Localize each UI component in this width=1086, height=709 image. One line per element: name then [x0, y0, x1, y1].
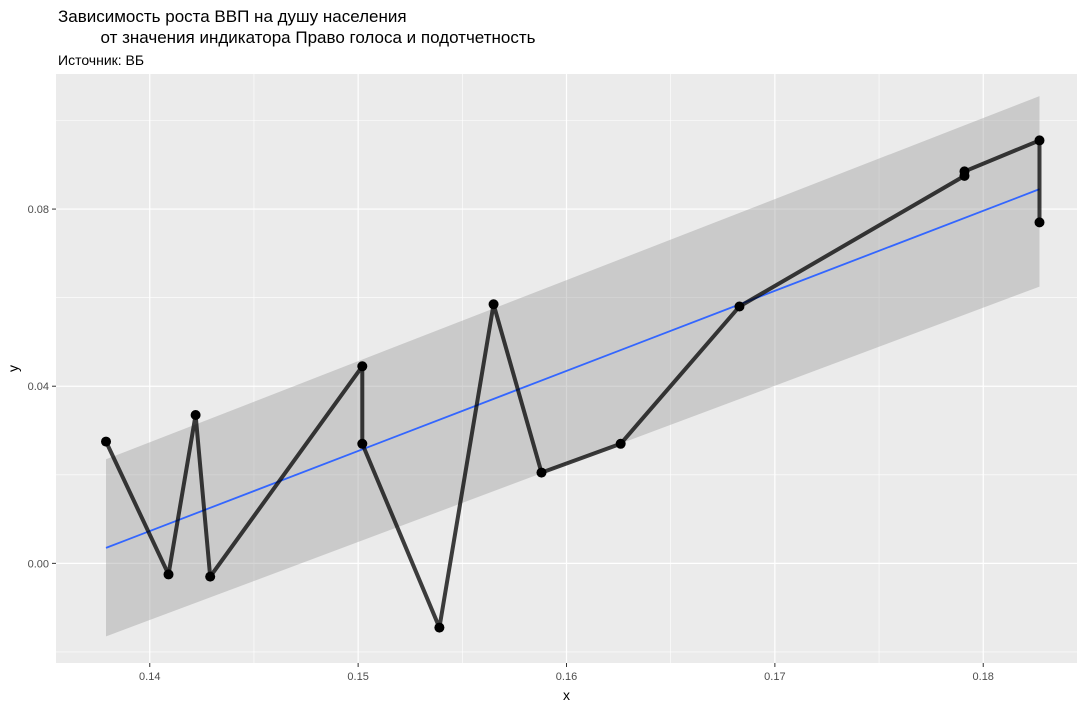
data-point — [101, 436, 112, 447]
data-point — [190, 410, 201, 420]
y-tick-label: 0.00 — [28, 558, 49, 570]
data-point — [357, 438, 368, 449]
y-axis-title: y — [5, 365, 21, 372]
y-tick-label: 0.08 — [28, 204, 49, 216]
data-point — [357, 361, 368, 372]
chart-subtitle: Источник: ВБ — [58, 52, 145, 68]
chart-title-block: Зависимость роста ВВП на душу населения … — [58, 6, 535, 68]
x-tick-label: 0.15 — [347, 671, 368, 683]
data-point — [734, 301, 745, 312]
data-point — [488, 299, 499, 310]
x-tick-label: 0.17 — [764, 671, 785, 683]
data-point — [536, 467, 547, 478]
y-axis: 0.00 0.04 0.08 — [28, 204, 56, 570]
x-tick-label: 0.16 — [556, 671, 577, 683]
data-point-layer — [101, 135, 1045, 633]
data-point — [205, 571, 216, 582]
fit-line-layer — [105, 188, 1040, 549]
y-tick-label: 0.04 — [28, 381, 49, 393]
data-point — [163, 569, 174, 580]
x-tick-label: 0.14 — [139, 671, 160, 683]
confidence-band-layer — [106, 96, 1040, 637]
chart-title-line-2: от значения индикатора Право голоса и по… — [58, 28, 536, 47]
regression-line — [105, 188, 1040, 549]
chart-title-line-1: Зависимость роста ВВП на душу населения — [58, 7, 407, 26]
data-point — [615, 438, 626, 449]
data-point — [434, 622, 445, 633]
x-axis-title: x — [563, 687, 570, 703]
x-tick-label: 0.18 — [973, 671, 994, 683]
confidence-band — [106, 96, 1040, 637]
data-point — [1034, 217, 1045, 228]
data-point — [1034, 135, 1045, 146]
x-axis: 0.14 0.15 0.16 0.17 0.18 — [139, 663, 994, 683]
data-point — [959, 166, 970, 177]
